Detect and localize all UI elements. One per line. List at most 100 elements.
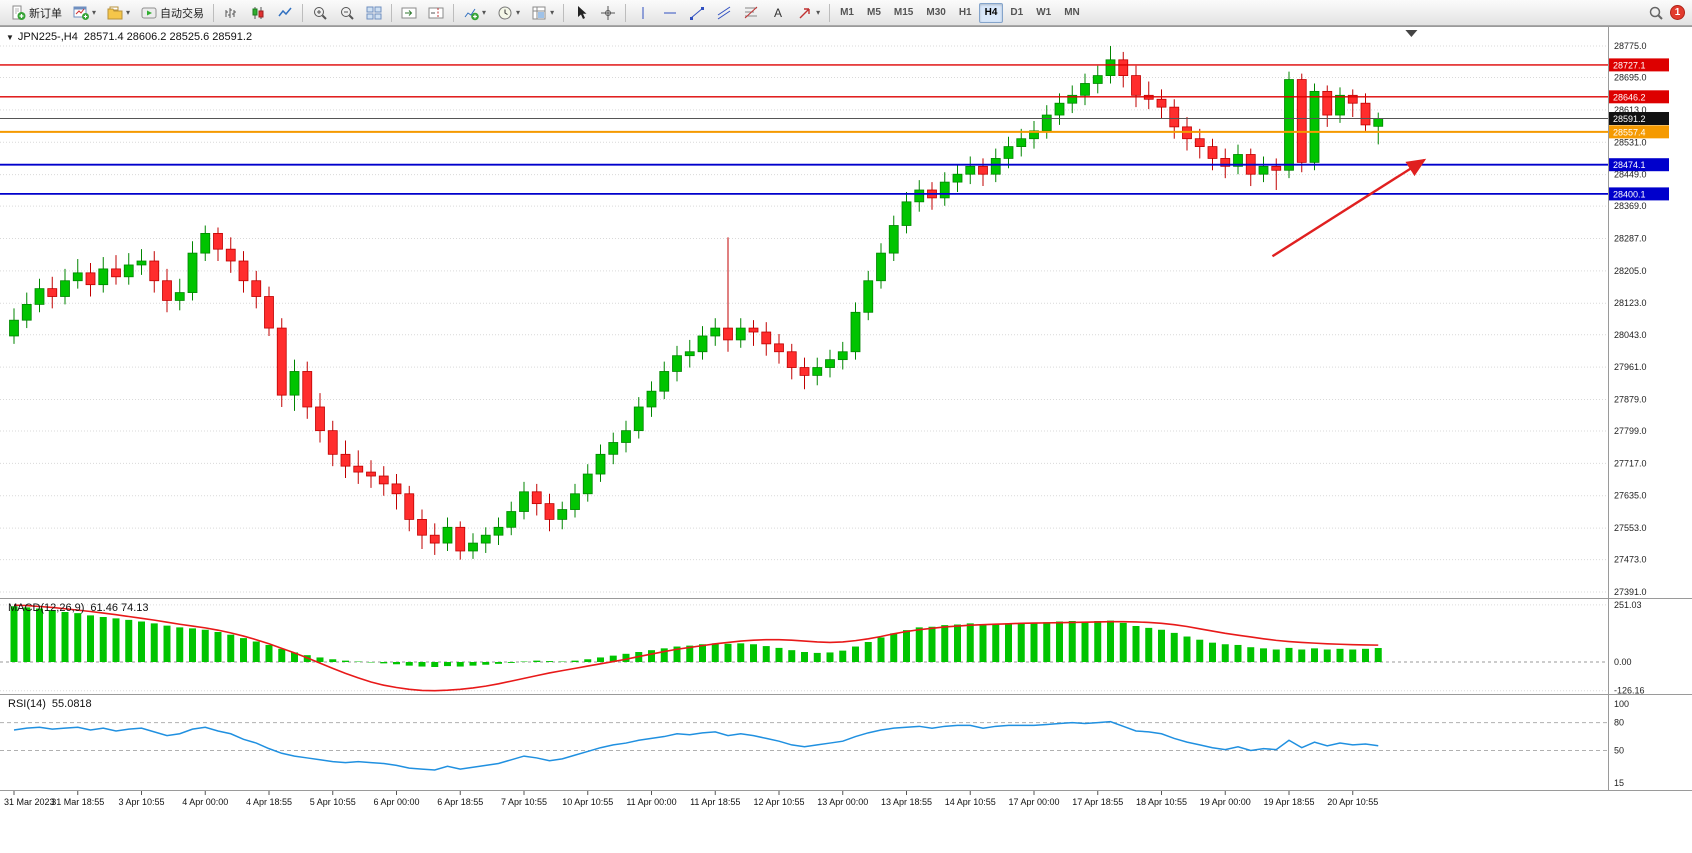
timeframe-h1-button[interactable]: H1: [958, 7, 972, 18]
cursor-button[interactable]: [568, 2, 594, 24]
auto-scroll-button[interactable]: [396, 2, 422, 24]
toolbar-separator: [302, 3, 304, 22]
text-tool-button[interactable]: A: [765, 2, 791, 24]
chart-symbol-label: ▼ JPN225-,H4 28571.4 28606.2 28525.6 28591…: [6, 31, 252, 43]
new-order-label: 新订单: [29, 7, 62, 20]
chevron-down-icon[interactable]: ▾: [816, 7, 821, 17]
svg-text:17 Apr 18:55: 17 Apr 18:55: [1072, 797, 1123, 807]
timeframe-w1-button[interactable]: W1: [1036, 7, 1052, 18]
bars-chart-icon: [223, 5, 239, 21]
svg-text:27391.0: 27391.0: [1614, 587, 1647, 597]
search-icon: [1648, 5, 1664, 21]
svg-text:28287.0: 28287.0: [1614, 234, 1647, 244]
clock-icon: [497, 5, 513, 21]
chevron-down-icon[interactable]: ▾: [550, 7, 555, 17]
symbol-collapse-icon[interactable]: ▼: [6, 33, 14, 42]
price-chart-canvas[interactable]: 28775.0 28695.0 28613.0 28531.0 28449.0 28369…: [0, 26, 1692, 853]
svg-text:12 Apr 10:55: 12 Apr 10:55: [753, 797, 804, 807]
svg-text:10 Apr 10:55: 10 Apr 10:55: [562, 797, 613, 807]
chevron-down-icon[interactable]: ▾: [516, 7, 521, 17]
svg-text:50: 50: [1614, 746, 1624, 756]
templates-icon: [531, 5, 547, 21]
svg-text:4 Apr 18:55: 4 Apr 18:55: [246, 797, 292, 807]
candlestick-chart-icon: [250, 5, 266, 21]
svg-text:13 Apr 00:00: 13 Apr 00:00: [817, 797, 868, 807]
profiles-folder-icon: [107, 5, 123, 21]
svg-text:28369.0: 28369.0: [1614, 201, 1647, 211]
horizontal-line-tool-button[interactable]: [657, 2, 683, 24]
svg-text:17 Apr 00:00: 17 Apr 00:00: [1008, 797, 1059, 807]
timeframe-m15-button[interactable]: M15: [893, 7, 914, 18]
chevron-down-icon[interactable]: ▾: [92, 7, 97, 17]
svg-text:251.03: 251.03: [1614, 600, 1642, 610]
price-scale-tick-labels: 28775.0 28695.0 28613.0 28531.0 28449.0 28369…: [1614, 41, 1647, 597]
toolbar-separator: [391, 3, 393, 22]
svg-text:28531.0: 28531.0: [1614, 137, 1647, 147]
svg-text:19 Apr 00:00: 19 Apr 00:00: [1200, 797, 1251, 807]
chart-shift-button[interactable]: [423, 2, 449, 24]
tile-windows-button[interactable]: [361, 2, 387, 24]
svg-text:5 Apr 10:55: 5 Apr 10:55: [310, 797, 356, 807]
auto-scroll-icon: [401, 5, 417, 21]
notification-badge[interactable]: 1: [1670, 5, 1685, 20]
new-chart-button[interactable]: ▾: [68, 2, 101, 24]
svg-text:28591.2: 28591.2: [1613, 114, 1646, 124]
svg-text:6 Apr 18:55: 6 Apr 18:55: [437, 797, 483, 807]
chart-shift-icon: [428, 5, 444, 21]
trendline-tool-button[interactable]: [684, 2, 710, 24]
fibonacci-icon: [743, 5, 759, 21]
svg-text:0.00: 0.00: [1614, 657, 1632, 667]
rsi-value: 55.0818: [51, 698, 92, 710]
bars-chart-button[interactable]: [218, 2, 244, 24]
svg-text:27473.0: 27473.0: [1614, 555, 1647, 565]
svg-text:28646.2: 28646.2: [1613, 92, 1646, 102]
line-chart-button[interactable]: [272, 2, 298, 24]
new-order-icon: [10, 5, 26, 21]
rsi-panel: 100 80 50 15: [0, 699, 1629, 788]
toolbar-separator: [829, 3, 831, 22]
templates-button[interactable]: ▾: [526, 2, 559, 24]
zoom-in-button[interactable]: [307, 2, 333, 24]
svg-text:-126.16: -126.16: [1614, 686, 1645, 696]
chevron-down-icon[interactable]: ▾: [126, 7, 131, 17]
main-toolbar: 新订单 ▾ ▾ 自动交易 ▾ ▾ ▾ A ▾: [0, 0, 1692, 26]
svg-text:80: 80: [1614, 718, 1624, 728]
trend-arrow-annotation[interactable]: [1271, 158, 1427, 258]
search-button[interactable]: [1643, 2, 1669, 24]
rsi-line: [13, 720, 1379, 771]
arrows-tool-button[interactable]: ▾: [792, 2, 825, 24]
svg-text:13 Apr 18:55: 13 Apr 18:55: [881, 797, 932, 807]
periods-button[interactable]: ▾: [492, 2, 525, 24]
crosshair-button[interactable]: [595, 2, 621, 24]
timeframe-m30-button[interactable]: M30: [926, 7, 946, 18]
candlestick-chart-button[interactable]: [245, 2, 271, 24]
timeframe-m5-button[interactable]: M5: [867, 7, 881, 18]
toolbar-separator: [453, 3, 455, 22]
svg-text:11 Apr 00:00: 11 Apr 00:00: [626, 797, 676, 807]
svg-text:28400.1: 28400.1: [1613, 189, 1646, 199]
cursor-arrow-icon: [573, 5, 589, 21]
zoom-out-button[interactable]: [334, 2, 360, 24]
profiles-button[interactable]: ▾: [102, 2, 135, 24]
svg-text:7 Apr 10:55: 7 Apr 10:55: [501, 797, 547, 807]
chart-shift-marker[interactable]: [1405, 30, 1418, 37]
new-order-button[interactable]: 新订单: [5, 2, 67, 24]
svg-text:4 Apr 00:00: 4 Apr 00:00: [182, 797, 228, 807]
svg-text:11 Apr 18:55: 11 Apr 18:55: [690, 797, 740, 807]
svg-text:28474.1: 28474.1: [1613, 160, 1646, 170]
svg-text:27799.0: 27799.0: [1614, 426, 1647, 436]
auto-trading-button[interactable]: 自动交易: [136, 2, 209, 24]
channel-tool-button[interactable]: [711, 2, 737, 24]
timeframe-m1-button[interactable]: M1: [840, 7, 854, 18]
timeframe-h4-button[interactable]: H4: [978, 2, 1004, 23]
auto-trading-play-icon: [141, 5, 157, 21]
horizontal-level-lines[interactable]: [0, 64, 1608, 195]
chevron-down-icon[interactable]: ▾: [482, 7, 487, 17]
indicators-button[interactable]: ▾: [458, 2, 491, 24]
toolbar-separator: [213, 3, 215, 22]
svg-text:27961.0: 27961.0: [1614, 362, 1647, 372]
timeframe-mn-button[interactable]: MN: [1064, 7, 1080, 18]
fibonacci-tool-button[interactable]: [738, 2, 764, 24]
timeframe-d1-button[interactable]: D1: [1010, 7, 1024, 18]
vertical-line-tool-button[interactable]: [630, 2, 656, 24]
